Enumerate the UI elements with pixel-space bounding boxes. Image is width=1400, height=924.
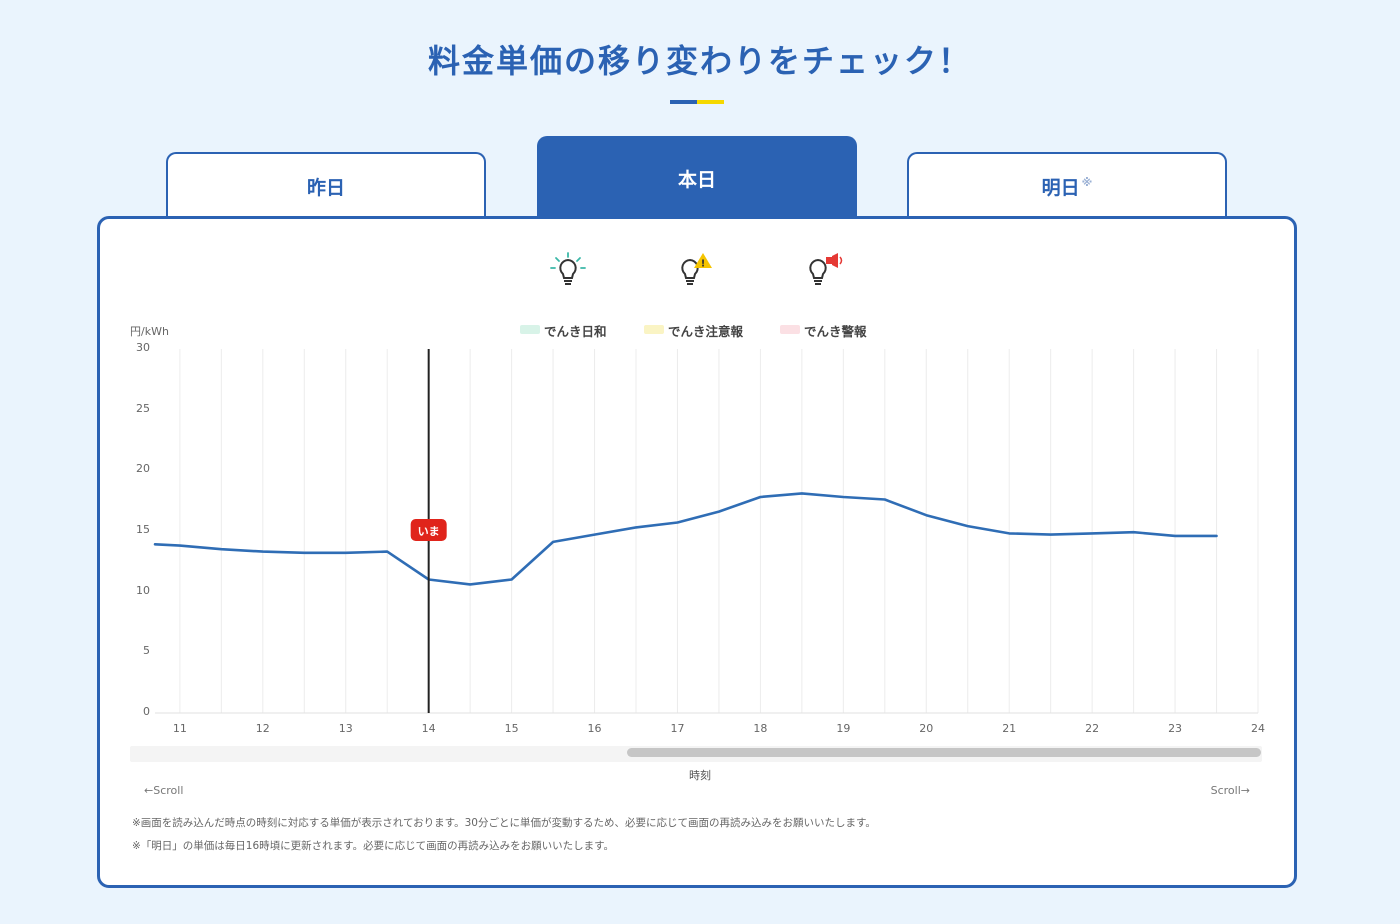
x-tick-label: 17 [670, 722, 685, 735]
y-tick-label: 25 [136, 401, 150, 415]
x-tick-label: 18 [753, 722, 768, 735]
legend-label-alarm: でんき警報 [804, 324, 867, 339]
title-decoration [670, 100, 724, 104]
chart-scroll-thumb[interactable] [627, 748, 1261, 757]
y-tick-label: 15 [136, 523, 150, 536]
legend-label-good: でんき日和 [544, 324, 607, 339]
title-decoration-blue [670, 100, 697, 104]
legend-swatch-good [520, 325, 540, 334]
price-series-line [153, 492, 1218, 586]
x-tick-label: 20 [919, 722, 934, 735]
y-tick-label: 10 [136, 583, 150, 597]
tab-tomorrow-label: 明日 [1041, 176, 1080, 199]
tab-today-label: 本日 [677, 168, 716, 191]
page-title: 料金単価の移り変わりをチェック！ [427, 42, 972, 80]
bulb-warning-icon: ! [681, 253, 712, 285]
x-tick-label: 12 [255, 722, 270, 735]
x-tick-label: 13 [338, 722, 353, 735]
note-reload: ※画面を読み込んだ時点の時刻に対応する単価が表示されております。30分ごとに単価… [132, 817, 876, 829]
x-tick-label: 15 [504, 722, 519, 735]
chart-panel: でんき日和 ! でんき注意報 でんき警報 円/kWh 0 5 10 15 20 25 30 … [97, 216, 1297, 888]
x-axis-title: 時刻 [689, 769, 711, 782]
bulb-sparkle-icon [550, 252, 586, 285]
legend-swatch-caution [644, 325, 664, 334]
tab-yesterday[interactable]: 昨日 [166, 152, 486, 218]
y-tick-label: 5 [143, 644, 150, 658]
x-tick-label: 21 [1002, 722, 1017, 735]
x-tick-label: 23 [1168, 722, 1183, 735]
x-tick-label: 24 [1251, 722, 1265, 735]
y-tick-label: 20 [136, 462, 150, 476]
tab-yesterday-label: 昨日 [306, 176, 345, 199]
x-tick-label: 22 [1085, 722, 1100, 735]
x-tick-label: 14 [421, 722, 436, 735]
x-tick-label: 11 [172, 722, 187, 735]
x-tick-label: 16 [587, 722, 602, 735]
title-decoration-yellow [697, 100, 724, 104]
tab-today[interactable]: 本日 [537, 136, 857, 218]
y-axis-unit: 円/kWh [130, 325, 169, 338]
note-tomorrow-update: ※「明日」の単価は毎日16時頃に更新されます。必要に応じて画面の再読み込みをお願… [132, 840, 615, 852]
legend-label-caution: でんき注意報 [668, 324, 744, 339]
y-tick-label: 30 [136, 341, 150, 354]
price-line-chart: いま [153, 349, 1259, 714]
y-tick-label: 0 [143, 705, 150, 718]
tab-tomorrow[interactable]: 明日 ※ [907, 152, 1227, 218]
scroll-right-hint[interactable]: Scroll→ [1210, 784, 1250, 797]
tab-tomorrow-note-mark: ※ [1081, 175, 1093, 189]
now-marker-badge [410, 519, 447, 541]
now-marker-label: いま [418, 525, 440, 538]
scroll-left-hint[interactable]: ←Scroll [144, 784, 184, 797]
bulb-alarm-icon [809, 253, 843, 285]
legend-swatch-alarm [780, 325, 800, 334]
x-tick-label: 19 [836, 722, 851, 735]
svg-text:!: ! [701, 259, 706, 270]
